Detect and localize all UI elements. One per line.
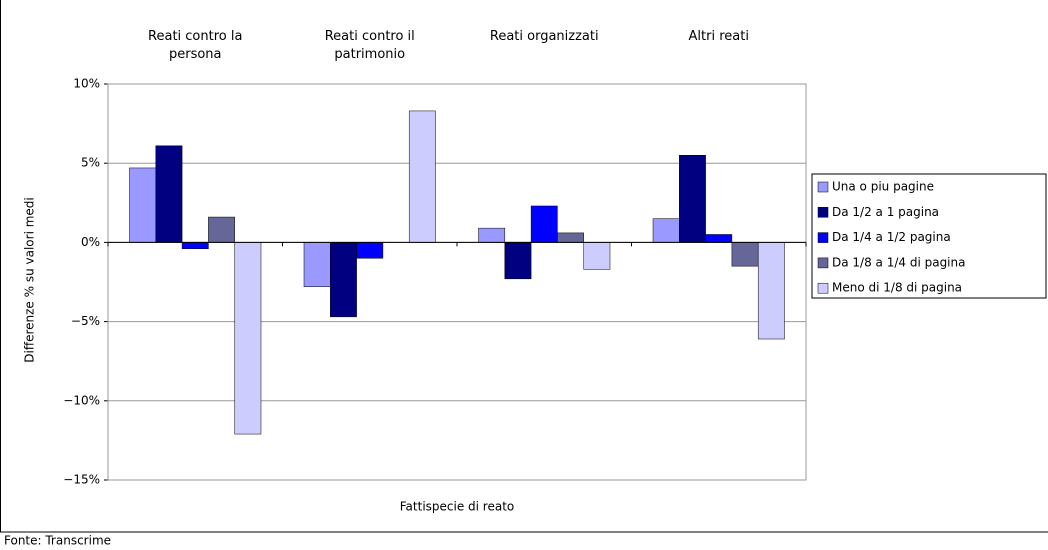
bar: [583, 242, 611, 270]
bar: [478, 227, 506, 243]
bar: [129, 167, 157, 243]
legend-label: Da 1/4 a 1/2 pagina: [832, 230, 951, 244]
category-label: Reati contro la persona: [148, 29, 243, 62]
category-label: Reati organizzati: [489, 29, 599, 44]
bar: [208, 216, 235, 243]
bar: [731, 242, 759, 267]
bar: [652, 218, 680, 243]
legend-swatch: [817, 232, 829, 243]
bar: [234, 242, 262, 435]
bar: [530, 205, 558, 243]
source: Fonte: Transcrime: [4, 534, 111, 548]
y-tick-label: −15%: [63, 473, 100, 487]
category-label: Altri reati: [688, 29, 749, 44]
legend-swatch: [817, 207, 829, 218]
legend-label: Meno di 1/8 di pagina: [832, 281, 962, 295]
bar: [181, 242, 209, 249]
bar: [330, 242, 357, 318]
bar: [557, 232, 584, 243]
bar: [303, 242, 331, 288]
bar: [504, 242, 532, 280]
x-axis-title: Fattispecie di reato: [400, 500, 515, 514]
bar: [408, 110, 436, 243]
bar: [757, 242, 785, 340]
plot-area: [107, 83, 807, 481]
y-tick-label: 10%: [73, 77, 100, 91]
legend-swatch: [817, 282, 829, 294]
y-tick-label: 5%: [81, 156, 100, 170]
y-tick-label: 0%: [81, 235, 100, 249]
legend-label: Una o piu pagine: [832, 180, 934, 194]
bar: [356, 242, 384, 259]
legend-label: Da 1/2 a 1 pagina: [832, 205, 939, 219]
y-tick-label: −10%: [63, 393, 100, 407]
bar: [155, 145, 183, 243]
legend: [811, 173, 1047, 299]
bar: [705, 234, 733, 243]
y-tick-label: −5%: [71, 314, 100, 328]
frame: [0, 0, 1048, 533]
legend-swatch: [817, 257, 829, 269]
legend-swatch: [817, 181, 829, 193]
y-axis-title: Differenze % su valori medi: [23, 197, 37, 363]
category-label: Reati contro il patrimonio: [324, 29, 415, 62]
legend-label: Da 1/8 a 1/4 di pagina: [832, 255, 965, 269]
bar: [679, 155, 706, 243]
